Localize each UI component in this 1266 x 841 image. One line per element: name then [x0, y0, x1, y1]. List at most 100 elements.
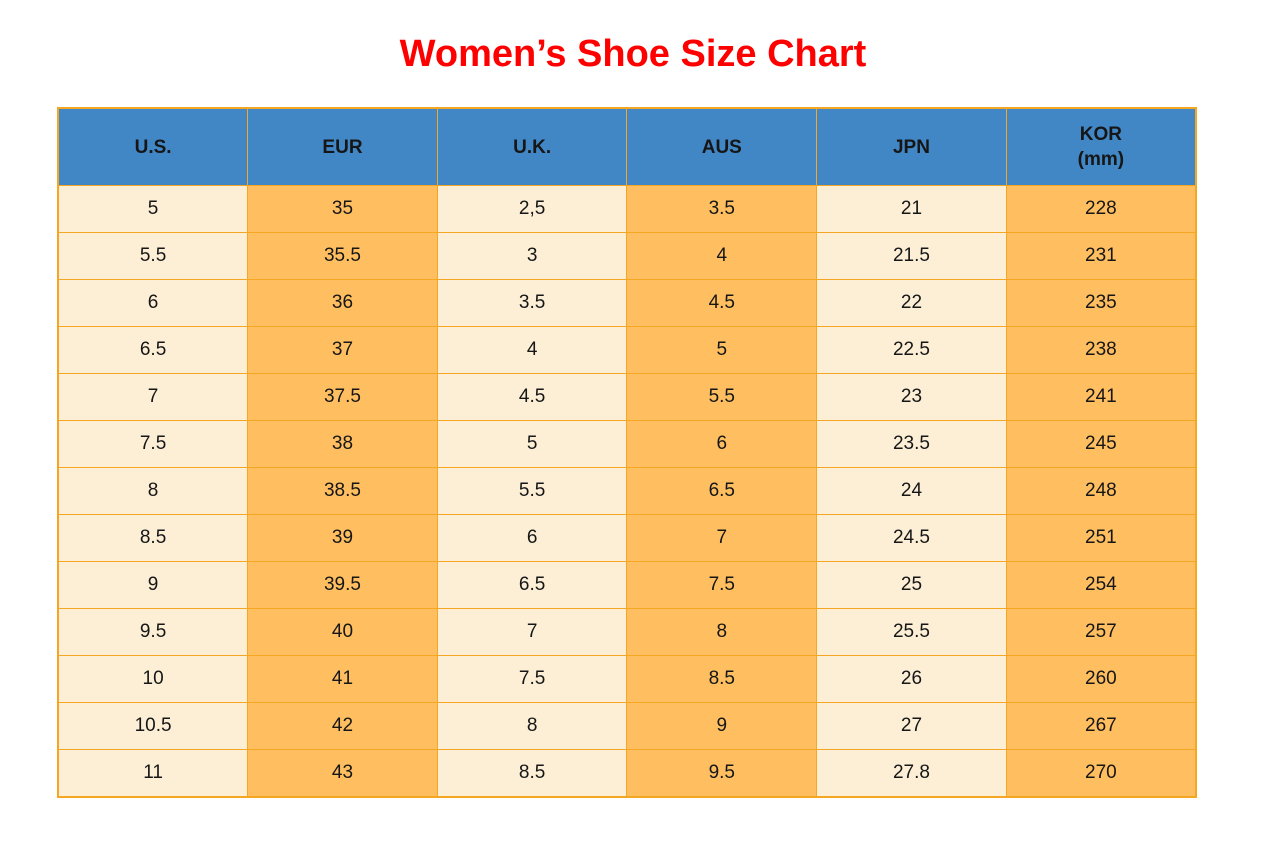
- table-cell: 6.5: [57, 326, 249, 374]
- table-row: 6 36 3.5 4.5 22 235: [57, 279, 1197, 327]
- table-cell: 5.5: [626, 373, 818, 421]
- table-cell: 25: [816, 561, 1007, 609]
- table-cell: 10: [57, 655, 249, 703]
- table-cell: 7.5: [436, 655, 628, 703]
- column-header-kor: KOR (mm): [1005, 107, 1197, 186]
- table-cell: 39.5: [247, 561, 438, 609]
- table-cell: 5: [436, 420, 628, 468]
- table-cell: 8.5: [57, 514, 249, 562]
- table-cell: 23: [816, 373, 1007, 421]
- table-header: U.S. EUR U.K. AUS JPN KOR (mm): [57, 107, 1197, 186]
- table-cell: 248: [1005, 467, 1197, 515]
- table-cell: 4: [436, 326, 628, 374]
- table-cell: 42: [247, 702, 438, 750]
- table-cell: 5: [57, 185, 249, 233]
- table-row: 5.5 35.5 3 4 21.5 231: [57, 232, 1197, 280]
- table-row: 11 43 8.5 9.5 27.8 270: [57, 749, 1197, 798]
- table-cell: 6: [436, 514, 628, 562]
- table-cell: 2,5: [436, 185, 628, 233]
- shoe-size-table: U.S. EUR U.K. AUS JPN KOR (mm) 5 35 2,5 3.5 21 228 5…: [57, 107, 1197, 798]
- table-cell: 270: [1005, 749, 1197, 798]
- column-header-label: KOR: [1079, 124, 1122, 145]
- table-cell: 41: [247, 655, 438, 703]
- table-cell: 9: [626, 702, 818, 750]
- table-cell: 228: [1005, 185, 1197, 233]
- table-cell: 7: [436, 608, 628, 656]
- table-cell: 38: [247, 420, 438, 468]
- column-header-label: JPN: [892, 136, 930, 158]
- table-cell: 5: [626, 326, 818, 374]
- table-cell: 21: [816, 185, 1007, 233]
- table-cell: 22: [816, 279, 1007, 327]
- table-row: 9 39.5 6.5 7.5 25 254: [57, 561, 1197, 609]
- table-cell: 4: [626, 232, 818, 280]
- table-cell: 8: [626, 608, 818, 656]
- table-cell: 40: [247, 608, 438, 656]
- column-header-jpn: JPN: [816, 107, 1007, 186]
- table-row: 10 41 7.5 8.5 26 260: [57, 655, 1197, 703]
- table-cell: 8: [436, 702, 628, 750]
- table-cell: 267: [1005, 702, 1197, 750]
- table-cell: 257: [1005, 608, 1197, 656]
- table-cell: 6: [626, 420, 818, 468]
- table-cell: 11: [57, 749, 249, 798]
- table-cell: 3: [436, 232, 628, 280]
- column-header-label: U.S.: [134, 136, 172, 158]
- table-cell: 10.5: [57, 702, 249, 750]
- column-header-aus: AUS: [626, 107, 818, 186]
- table-cell: 4.5: [436, 373, 628, 421]
- table-cell: 27: [816, 702, 1007, 750]
- table-cell: 260: [1005, 655, 1197, 703]
- table-cell: 9: [57, 561, 249, 609]
- table-row: 8.5 39 6 7 24.5 251: [57, 514, 1197, 562]
- table-cell: 7: [626, 514, 818, 562]
- table-cell: 7.5: [626, 561, 818, 609]
- table-cell: 38.5: [247, 467, 438, 515]
- table-cell: 23.5: [816, 420, 1007, 468]
- table-cell: 254: [1005, 561, 1197, 609]
- table-cell: 9.5: [626, 749, 818, 798]
- column-header-sublabel: (mm): [1077, 149, 1125, 170]
- table-cell: 9.5: [57, 608, 249, 656]
- table-cell: 231: [1005, 232, 1197, 280]
- table-cell: 245: [1005, 420, 1197, 468]
- table-header-row: U.S. EUR U.K. AUS JPN KOR (mm): [57, 107, 1197, 186]
- table-cell: 8.5: [436, 749, 628, 798]
- table-cell: 43: [247, 749, 438, 798]
- table-cell: 6.5: [436, 561, 628, 609]
- column-header-label: U.K.: [513, 136, 552, 158]
- table-cell: 35: [247, 185, 438, 233]
- table-cell: 6: [57, 279, 249, 327]
- table-cell: 7: [57, 373, 249, 421]
- table-cell: 37.5: [247, 373, 438, 421]
- table-cell: 26: [816, 655, 1007, 703]
- table-cell: 21.5: [816, 232, 1007, 280]
- table-cell: 39: [247, 514, 438, 562]
- column-header-label: AUS: [701, 136, 742, 158]
- table-cell: 4.5: [626, 279, 818, 327]
- table-cell: 37: [247, 326, 438, 374]
- table-cell: 24.5: [816, 514, 1007, 562]
- table-cell: 3.5: [436, 279, 628, 327]
- column-header-label: EUR: [322, 136, 363, 158]
- table-cell: 25.5: [816, 608, 1007, 656]
- table-cell: 22.5: [816, 326, 1007, 374]
- table-cell: 241: [1005, 373, 1197, 421]
- column-header-uk: U.K.: [436, 107, 628, 186]
- table-cell: 27.8: [816, 749, 1007, 798]
- column-header-eur: EUR: [247, 107, 438, 186]
- table-cell: 3.5: [626, 185, 818, 233]
- table-cell: 235: [1005, 279, 1197, 327]
- table-cell: 36: [247, 279, 438, 327]
- table-cell: 251: [1005, 514, 1197, 562]
- table-row: 7.5 38 5 6 23.5 245: [57, 420, 1197, 468]
- table-cell: 8.5: [626, 655, 818, 703]
- table-cell: 8: [57, 467, 249, 515]
- page-title: Women’s Shoe Size Chart: [399, 33, 867, 75]
- table-row: 10.5 42 8 9 27 267: [57, 702, 1197, 750]
- table-cell: 5.5: [436, 467, 628, 515]
- table-cell: 24: [816, 467, 1007, 515]
- table-cell: 238: [1005, 326, 1197, 374]
- column-header-us: U.S.: [57, 107, 249, 186]
